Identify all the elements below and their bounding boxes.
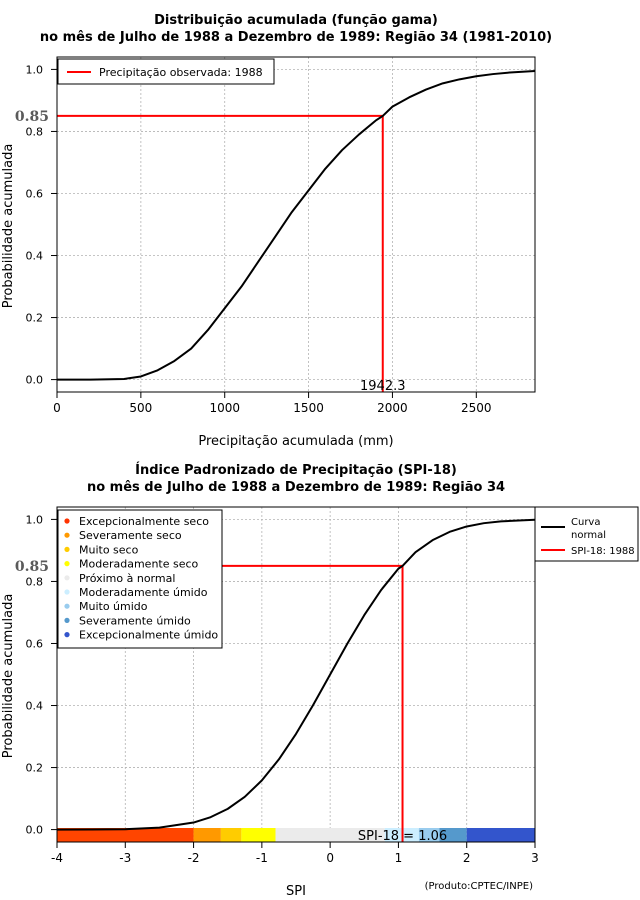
category-legend-label: Muito úmido <box>79 600 148 613</box>
chart2-category-legend-box <box>57 509 223 649</box>
x-tick-label: -3 <box>119 851 131 865</box>
chart2-subtitle: no mês de Julho de 1988 a Dezembro de 19… <box>87 480 505 495</box>
y-tick-label: 0.2 <box>26 312 44 325</box>
category-legend-label: Severamente úmido <box>79 614 191 627</box>
chart1-plot-frame <box>56 56 536 393</box>
y-tick-label: 0.0 <box>26 374 44 387</box>
category-legend-label: Excepcionalmente úmido <box>79 629 218 642</box>
category-legend-label: Excepcionalmente seco <box>79 515 209 528</box>
chart1-marker-x-label: 1942.3 <box>360 379 406 394</box>
chart1-legend-label: Precipitação observada: 1988 <box>99 66 263 79</box>
x-tick-label: 2 <box>463 851 471 865</box>
category-legend-dot <box>64 603 70 609</box>
chart2-y-axis-label: Probabilidade acumulada <box>1 594 16 759</box>
series-line <box>56 518 536 831</box>
x-tick-label: 2500 <box>461 401 492 415</box>
category-legend-dot <box>64 561 70 567</box>
chart2-marker-x-label: SPI-18 = 1.06 <box>358 829 447 844</box>
chart2-plot-frame <box>56 506 536 843</box>
category-legend-dot <box>64 589 70 595</box>
category-legend-label: Moderadamente seco <box>79 558 199 571</box>
chart2-curve-legend: Curva normal SPI-18: 1988 <box>534 506 639 562</box>
x-tick-label: 500 <box>129 401 152 415</box>
chart1-x-axis-label: Precipitação acumulada (mm) <box>198 434 393 449</box>
y-tick-label: 1.0 <box>26 513 44 526</box>
y-tick-label: 0.4 <box>26 700 44 713</box>
category-legend-label: Próximo à normal <box>79 572 175 585</box>
chart1-grid <box>57 57 535 392</box>
category-legend-dot <box>64 532 70 538</box>
y-tick-label: 0.4 <box>26 250 44 263</box>
chart2-legend-spi-label: SPI-18: 1988 <box>571 546 635 557</box>
category-legend-label: Muito seco <box>79 543 139 556</box>
category-legend-dot <box>64 632 70 638</box>
y-tick-label: 0.2 <box>26 762 44 775</box>
y-tick-label: 0.8 <box>26 125 44 138</box>
x-tick-label: -2 <box>188 851 200 865</box>
x-tick-label: -1 <box>256 851 268 865</box>
chart2-legend-normal-label-line1: Curva <box>571 517 600 528</box>
spi-band <box>57 828 194 842</box>
spi-band <box>418 828 440 842</box>
spi-band <box>220 828 242 842</box>
chart2-curve-legend-box <box>534 506 639 562</box>
chart1-marker-y-label: 0.85 <box>15 109 49 125</box>
chart1-title: Distribuição acumulada (função gama) <box>154 13 438 28</box>
x-tick-label: 3 <box>531 851 539 865</box>
spi-chart: Índice Padronizado de Precipitação (SPI-… <box>1 462 639 899</box>
y-tick-label: 0.6 <box>26 187 44 200</box>
x-tick-label: 1500 <box>293 401 324 415</box>
x-tick-label: 1 <box>395 851 403 865</box>
series-line <box>57 69 536 381</box>
chart2-x-axis: -4 -3 -2 -1 0 1 2 3 <box>51 842 539 865</box>
spi-band <box>193 828 221 842</box>
spi-band <box>439 828 467 842</box>
y-tick-label: 0.6 <box>26 637 44 650</box>
x-tick-label: 2000 <box>377 401 408 415</box>
x-tick-label: 0 <box>53 401 61 415</box>
chart2-y-axis: 0.0 0.2 0.4 0.6 0.8 1.0 <box>26 513 57 837</box>
chart1-series <box>57 69 536 381</box>
spi-band <box>241 828 276 842</box>
gamma-distribution-chart: Distribuição acumulada (função gama) no … <box>1 13 552 449</box>
chart1-marker-lines <box>57 114 384 392</box>
category-legend-dot <box>64 546 70 553</box>
chart2-x-axis-label: SPI <box>286 884 306 899</box>
category-legend-dot <box>64 575 70 581</box>
category-legend-dot <box>64 518 70 524</box>
x-tick-label: 1000 <box>209 401 240 415</box>
chart1-x-axis: 0 500 1000 1500 2000 2500 <box>53 392 492 415</box>
spi-band <box>466 828 535 842</box>
x-tick-label: -4 <box>51 851 63 865</box>
chart2-title: Índice Padronizado de Precipitação (SPI-… <box>135 462 457 478</box>
product-credit: (Produto:CPTEC/INPE) <box>425 881 533 892</box>
category-legend-dot <box>64 617 70 624</box>
chart1-y-axis-label: Probabilidade acumulada <box>1 144 16 309</box>
category-legend-label: Severamente seco <box>79 529 182 542</box>
spi-band <box>275 828 385 842</box>
chart2-series <box>56 518 536 831</box>
y-tick-label: 0.8 <box>26 575 44 588</box>
y-tick-label: 1.0 <box>26 63 44 76</box>
category-legend-label: Moderadamente úmido <box>79 586 208 599</box>
y-tick-label: 0.0 <box>26 824 44 837</box>
chart1-y-axis: 0.0 0.2 0.4 0.6 0.8 1.0 <box>26 63 57 387</box>
chart1-legend: Precipitação observada: 1988 <box>57 58 275 85</box>
chart2-spi-color-bar <box>57 828 535 842</box>
x-tick-label: 0 <box>326 851 334 865</box>
chart2-marker-y-label: 0.85 <box>15 559 49 575</box>
chart1-legend-box <box>57 58 275 85</box>
chart1-subtitle: no mês de Julho de 1988 a Dezembro de 19… <box>40 30 552 45</box>
chart2-legend-normal-label-line2: normal <box>571 530 606 541</box>
